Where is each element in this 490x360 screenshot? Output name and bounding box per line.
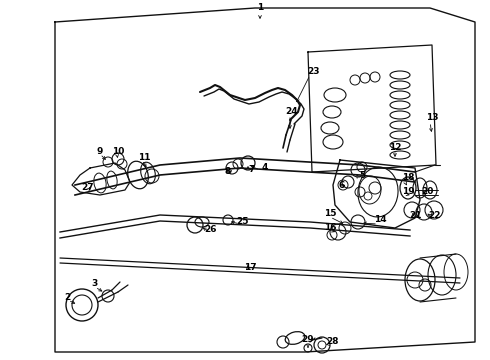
Text: 2: 2 [64, 293, 70, 302]
Text: 22: 22 [428, 211, 440, 220]
Text: 17: 17 [244, 264, 256, 273]
Text: 20: 20 [421, 186, 433, 195]
Text: 24: 24 [286, 108, 298, 117]
Text: 15: 15 [324, 208, 336, 217]
Text: 8: 8 [225, 167, 231, 176]
Text: 23: 23 [307, 68, 319, 77]
Text: 26: 26 [204, 225, 216, 234]
Text: 12: 12 [389, 144, 401, 153]
Text: 14: 14 [374, 216, 386, 225]
Text: 28: 28 [326, 338, 338, 346]
Text: 25: 25 [236, 217, 248, 226]
Text: 29: 29 [302, 336, 314, 345]
Text: 7: 7 [249, 166, 255, 175]
Text: 13: 13 [426, 113, 438, 122]
Text: 27: 27 [82, 184, 94, 193]
Text: 5: 5 [359, 171, 365, 180]
Text: 4: 4 [262, 163, 268, 172]
Text: 11: 11 [138, 153, 150, 162]
Text: 18: 18 [402, 174, 414, 183]
Text: 6: 6 [339, 180, 345, 189]
Text: 21: 21 [409, 211, 421, 220]
Text: 16: 16 [324, 222, 336, 231]
Text: 10: 10 [112, 148, 124, 157]
Text: 1: 1 [257, 4, 263, 13]
Text: 9: 9 [97, 148, 103, 157]
Text: 3: 3 [91, 279, 97, 288]
Text: 19: 19 [402, 186, 415, 195]
